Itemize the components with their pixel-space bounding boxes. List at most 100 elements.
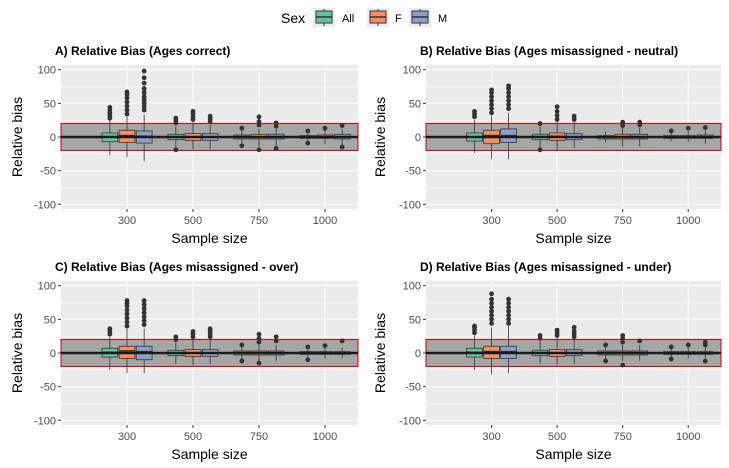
outlier-point [668, 128, 674, 134]
outlier-point [537, 121, 543, 126]
outlier-point [141, 80, 147, 86]
outlier-point [620, 333, 626, 338]
outlier-point [141, 314, 147, 320]
outlier-point [702, 125, 708, 130]
y-tick-label: 0 [415, 132, 421, 144]
outlier-point [124, 89, 130, 95]
outlier-point [256, 360, 262, 366]
box-m-300 [135, 298, 153, 374]
legend-item-f: F [367, 8, 402, 27]
x-tick-label: 1000 [676, 215, 700, 227]
outlier-point [173, 147, 179, 153]
outlier-point [207, 113, 213, 119]
outlier-point [107, 104, 113, 110]
outlier-point [124, 298, 130, 303]
outlier-point [489, 106, 494, 112]
outlier-point [305, 140, 311, 146]
outlier-point [472, 323, 477, 329]
y-tick-label: 100 [38, 65, 56, 77]
outlier-point [124, 311, 130, 317]
outlier-point [506, 308, 511, 314]
outlier-point [273, 334, 279, 340]
outlier-point [620, 123, 626, 128]
outlier-point [124, 307, 130, 313]
box-m-300 [500, 83, 517, 160]
outlier-point [506, 304, 511, 310]
outlier-point [506, 316, 511, 322]
outlier-point [506, 320, 511, 326]
x-tick-label: 300 [118, 431, 136, 443]
outlier-point [489, 102, 494, 108]
outlier-point [668, 344, 674, 350]
outlier-point [141, 86, 147, 91]
box-m-300 [135, 68, 153, 162]
outlier-point [489, 316, 494, 322]
y-tick-label: -100 [399, 415, 421, 427]
outlier-point [141, 75, 147, 81]
outlier-point [273, 146, 279, 151]
outlier-point [506, 296, 511, 302]
legend-label-all: All [342, 13, 354, 25]
y-tick-label: -50 [40, 166, 56, 178]
outlier-point [489, 308, 494, 314]
y-tick-label: -100 [34, 199, 56, 211]
legend-label-m: M [438, 13, 447, 25]
outlier-point [305, 344, 311, 350]
outlier-point [489, 291, 494, 297]
x-tick-label: 300 [118, 215, 136, 227]
y-tick-label: -50 [405, 166, 421, 178]
panel-1: -100 -50 0 50 100 300 500 750 1000 A) Relative Bi… [9, 44, 359, 246]
outlier-point [571, 325, 577, 330]
outlier-point [506, 106, 511, 112]
y-tick-label: -50 [40, 382, 56, 394]
y-tick-label: 100 [403, 65, 421, 77]
y-axis-title: Relative bias [9, 97, 25, 177]
outlier-point [141, 310, 147, 316]
outlier-point [489, 98, 494, 104]
outlier-point [256, 119, 262, 124]
outlier-point [256, 122, 262, 128]
outlier-point [107, 326, 113, 332]
outlier-point [124, 323, 130, 329]
y-tick-label: 50 [409, 314, 421, 326]
y-tick-label: -100 [34, 415, 56, 427]
y-tick-label: 0 [50, 132, 56, 144]
outlier-point [141, 322, 147, 328]
x-tick-label: 750 [250, 431, 268, 443]
outlier-point [554, 113, 560, 118]
outlier-point [322, 343, 328, 348]
x-tick-label: 500 [548, 215, 566, 227]
outlier-point [124, 107, 130, 113]
outlier-point [239, 143, 245, 149]
panel-title: C) Relative Bias (Ages misassigned - ove… [55, 260, 298, 274]
outlier-point [141, 90, 147, 95]
x-axis-title: Sample size [171, 230, 247, 246]
y-tick-label: -50 [405, 382, 421, 394]
outlier-point [637, 338, 643, 344]
outlier-point [339, 144, 345, 150]
y-tick-label: -100 [399, 199, 421, 211]
x-axis-title: Sample size [535, 446, 611, 462]
outlier-point [141, 104, 147, 110]
y-tick-label: 0 [50, 348, 56, 360]
outlier-point [489, 304, 494, 310]
outlier-point [124, 95, 130, 101]
x-tick-label: 1000 [676, 431, 700, 443]
y-axis-title: Relative bias [9, 313, 25, 393]
outlier-point [489, 312, 494, 318]
outlier-point [489, 110, 494, 116]
outlier-point [620, 362, 626, 368]
legend-label-f: F [395, 13, 402, 25]
outlier-point [339, 123, 345, 128]
outlier-point [141, 68, 147, 74]
outlier-point [637, 119, 643, 125]
outlier-point [190, 114, 196, 120]
panel-2: -100 -50 0 50 100 300 500 750 1000 B) Relative Bi… [372, 44, 722, 246]
legend-item-all: All [313, 8, 354, 27]
box-f-300 [483, 87, 500, 160]
y-tick-label: 0 [415, 348, 421, 360]
outlier-point [141, 302, 147, 307]
outlier-point [489, 300, 494, 306]
outlier-point [239, 342, 245, 348]
panel-title: D) Relative Bias (Ages misassigned - und… [420, 260, 671, 274]
